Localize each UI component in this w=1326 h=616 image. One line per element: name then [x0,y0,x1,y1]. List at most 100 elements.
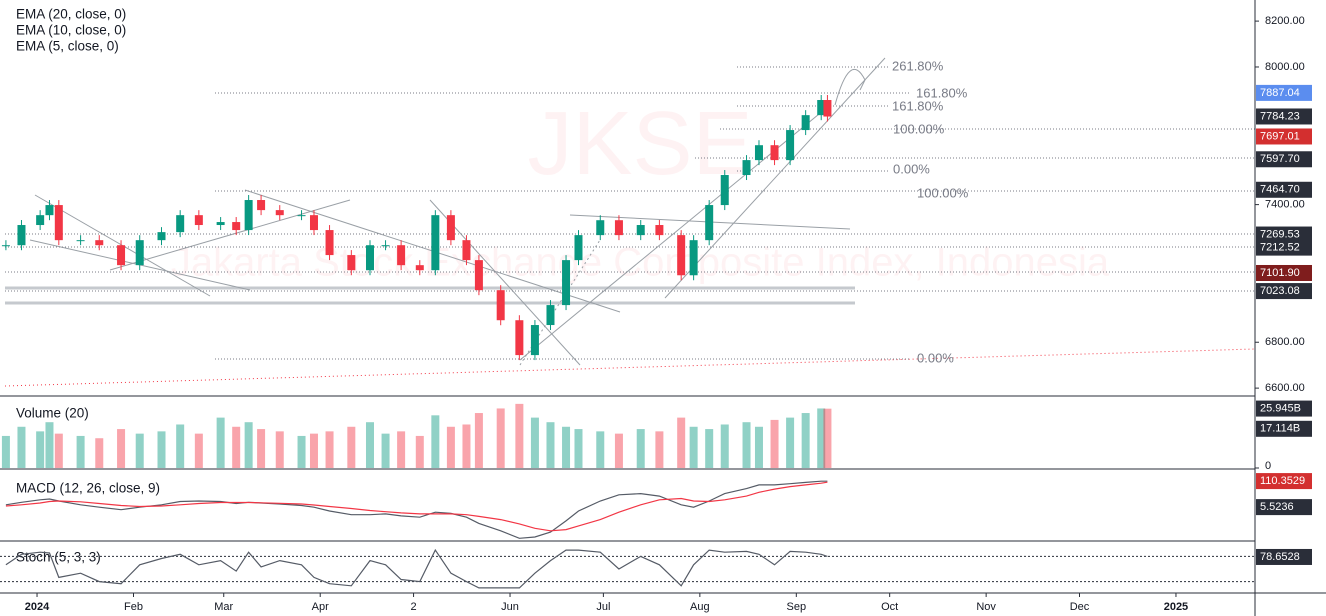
candle [232,222,241,231]
price-tag [1256,400,1312,417]
volume-bar [244,422,253,468]
volume-bar [76,435,85,468]
price-tag [1256,499,1312,516]
price-tag-label: 7101.90 [1260,267,1300,279]
volume-bar [705,429,714,468]
volume-bar [365,422,374,468]
price-tag-label: 7697.01 [1260,130,1300,142]
volume-bar [347,426,356,468]
volume-bar [309,433,318,468]
candle [817,100,826,116]
price-tag-label: 78.6528 [1260,551,1300,563]
fib-lines [5,66,1255,360]
price-tag-label: 7597.70 [1260,153,1300,165]
x-tick-label: Aug [690,601,710,613]
candle [574,235,583,261]
candle [677,235,686,276]
candle [415,265,424,271]
volume-bar [614,433,623,468]
price-tag-label: 7464.70 [1260,184,1300,196]
x-tick-label: Oct [881,601,898,613]
candle [754,145,763,161]
price-tag [1256,283,1312,300]
volume-bar [397,431,406,468]
volume-bar [636,429,645,468]
fib-label: 100.00% [917,185,969,200]
volume-bar [742,422,751,468]
candle [275,210,284,216]
price-tag-label: 7784.23 [1260,110,1300,122]
indicator-legend: EMA (10, close, 0) [16,23,126,38]
candle [801,115,810,131]
price-tag-label: 7212.52 [1260,242,1300,254]
candle [297,215,306,217]
candle [823,100,832,117]
volume-bar [770,419,779,468]
x-tick-label: Jun [501,601,519,613]
candle [770,145,779,161]
volume-bar [216,417,225,468]
candle [117,245,126,266]
candle [431,215,440,271]
candle [381,245,390,247]
x-tick-label: Feb [124,601,143,613]
price-tag [1256,473,1312,490]
volume-bar [1,435,10,468]
volume-bar [381,433,390,468]
fib-label: 0.00% [917,350,954,365]
candle [689,240,698,276]
price-tag-label: 7269.53 [1260,228,1300,240]
volume-bar [574,429,583,468]
candle [614,220,623,236]
fib-label: 161.80% [892,98,944,113]
volume-bar [515,403,524,468]
candle [636,225,645,236]
price-tag [1256,239,1312,256]
candle [54,205,63,241]
volume-bar [36,431,45,468]
candle [474,260,483,291]
price-tag-label: 7887.04 [1260,87,1300,99]
volume-bar [474,413,483,468]
candle [530,325,539,356]
x-tick-label: 2025 [1164,601,1188,613]
volume-bar [462,424,471,468]
candle [786,130,795,161]
price-tag-label: 17.114B [1260,423,1300,435]
candle [176,215,185,233]
volume-bar [655,431,664,468]
candle [705,205,714,241]
y-tick-label: 7400.00 [1265,199,1305,211]
price-tag [1256,151,1312,168]
x-tick-label: Jul [596,601,610,613]
x-tick-label: Sep [787,601,807,613]
candle [546,305,555,326]
volume-bar [95,438,104,468]
candle [135,240,144,266]
y-tick-label: 8000.00 [1265,61,1305,73]
y-tick-label: 6800.00 [1265,336,1305,348]
volume-bar [275,431,284,468]
volume-bar [496,408,505,468]
volume-bar [786,417,795,468]
price-tag-label: 7023.08 [1260,285,1300,297]
pane-title: MACD (12, 26, close, 9) [16,481,160,496]
fib-label: 161.80% [916,85,968,100]
indicator-legend: EMA (5, close, 0) [16,39,119,54]
candle [596,220,605,236]
volume-bar [446,426,455,468]
price-tag [1256,420,1312,437]
volume-bar [431,415,440,468]
volume-bar [297,435,306,468]
candle [347,255,356,271]
candle [45,205,54,216]
candle [365,245,374,271]
price-tag [1256,108,1312,125]
candle [1,245,10,247]
x-tick-label: Mar [214,601,233,613]
candle [157,232,166,241]
price-tag [1256,181,1312,198]
y-tick-label: 0 [1265,460,1271,472]
